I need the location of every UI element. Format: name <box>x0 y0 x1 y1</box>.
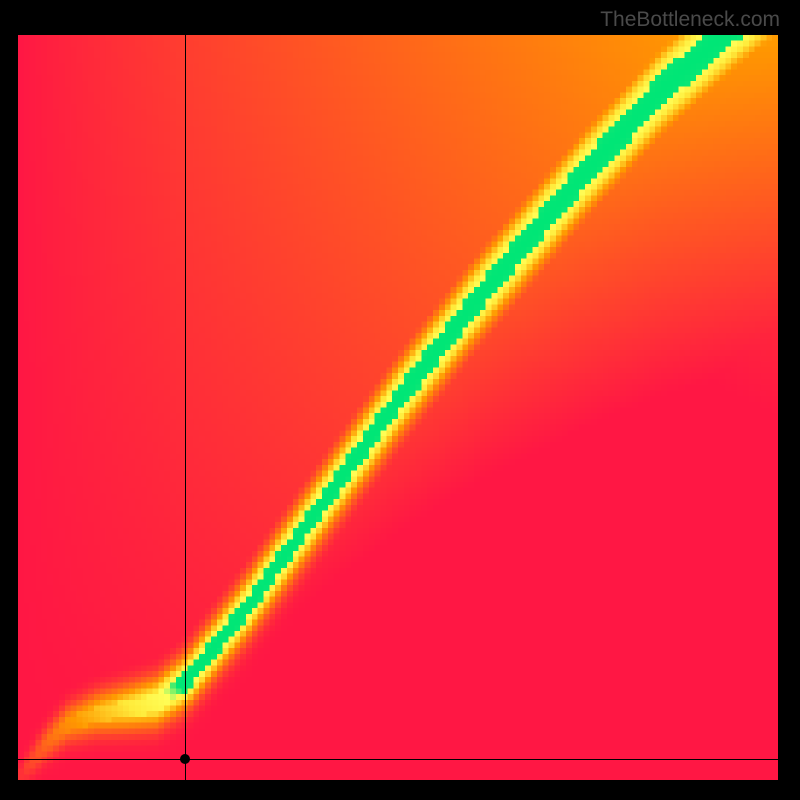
crosshair-horizontal <box>18 759 778 760</box>
heatmap-chart <box>18 35 778 780</box>
crosshair-vertical <box>185 35 186 780</box>
heatmap-canvas <box>18 35 778 780</box>
watermark-text: TheBottleneck.com <box>600 8 780 32</box>
crosshair-marker <box>180 754 190 764</box>
